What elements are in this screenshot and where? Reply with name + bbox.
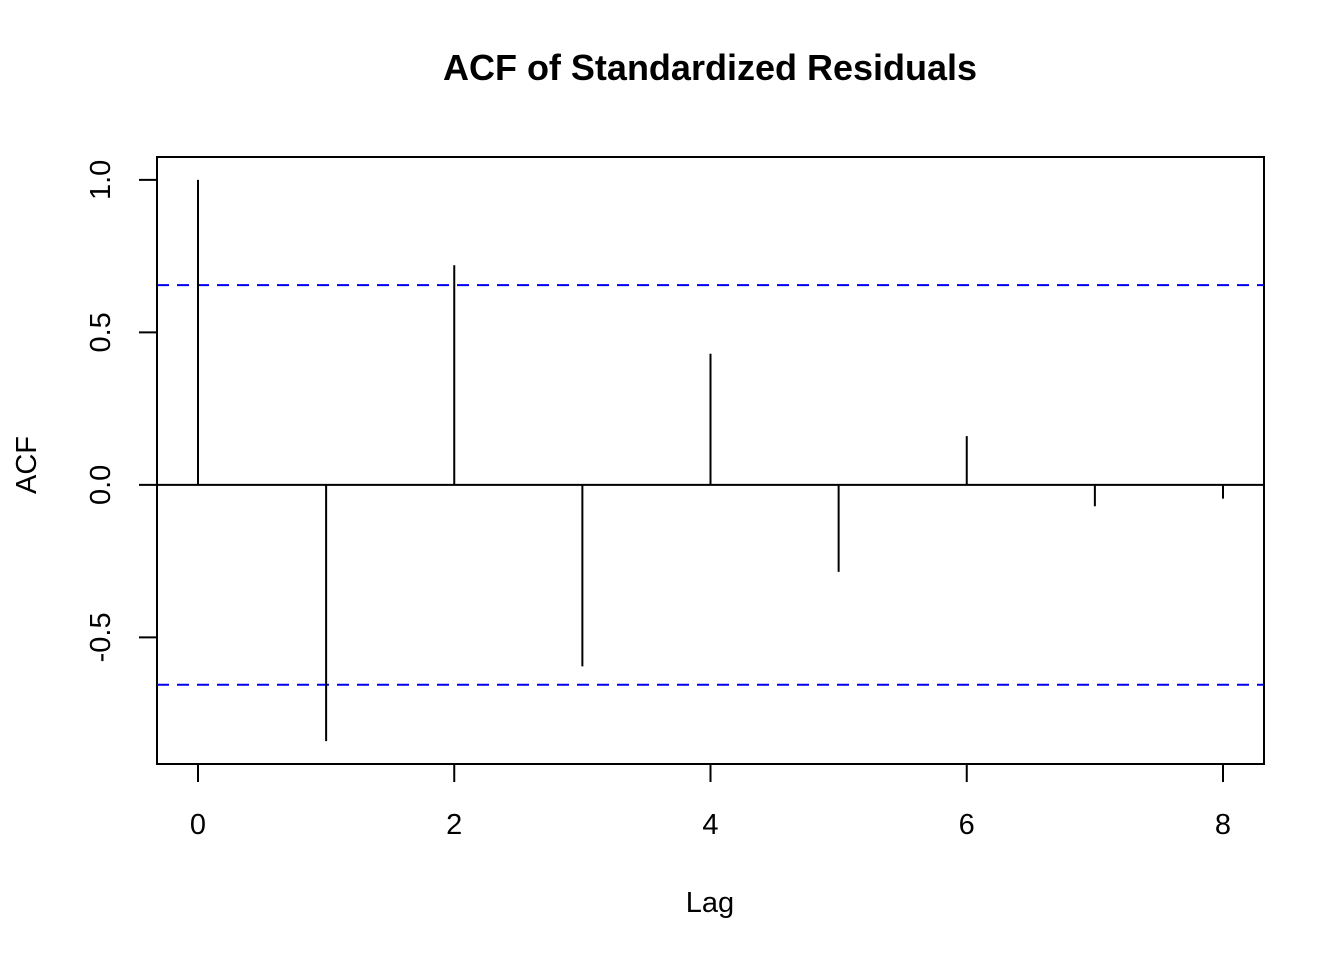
x-tick-label-2: 2 xyxy=(446,809,462,841)
y-tick-label--0.5: -0.5 xyxy=(85,612,117,662)
x-tick-label-0: 0 xyxy=(190,809,206,841)
x-tick-label-4: 4 xyxy=(702,809,718,841)
marks-layer xyxy=(157,179,1264,742)
y-tick-label-1.0: 1.0 xyxy=(85,160,117,200)
x-tick-label-6: 6 xyxy=(959,809,975,841)
x-axis-label: Lag xyxy=(686,887,734,919)
x-axis: 0 2 4 6 8 xyxy=(190,763,1231,841)
y-axis: -0.5 0.0 0.5 1.0 xyxy=(85,160,158,662)
chart-title: ACF of Standardized Residuals xyxy=(443,47,977,88)
y-axis-label: ACF xyxy=(11,436,43,494)
x-tick-label-8: 8 xyxy=(1215,809,1231,841)
y-tick-label-0.5: 0.5 xyxy=(85,312,117,352)
y-tick-label-0.0: 0.0 xyxy=(85,465,117,505)
